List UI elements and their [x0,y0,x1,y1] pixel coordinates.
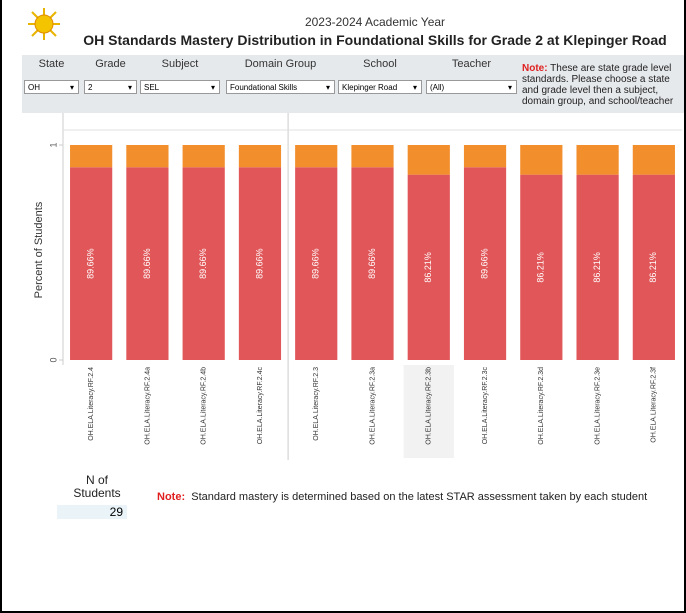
footer-note: Note: Standard mastery is determined bas… [157,491,647,503]
filter-dropdown[interactable]: 2 [84,80,137,95]
filter-dropdown[interactable]: (All) [426,80,517,95]
bar-segment [70,167,113,360]
bar-segment [238,167,282,360]
filter-dropdown[interactable]: OH [24,80,79,95]
bar-segment [238,145,282,168]
x-tick-label: OH.ELA.Literacy.RF.2.3f [651,367,658,443]
bar-segment [351,145,394,168]
n-students-label: N of Students [73,473,121,500]
filter-label: Teacher [451,58,492,70]
filter-dropdown[interactable]: SEL [140,80,220,95]
bar-segment [295,145,338,168]
x-tick-label: OH.ELA.Literacy.RF.2.4c [257,367,264,445]
data-label: 89.66% [367,248,377,279]
filter-label: Grade [95,58,126,70]
highlight [403,365,454,458]
note-text: Standard mastery is determined based on … [191,491,648,503]
filter-dropdown[interactable]: Klepinger Road [338,80,422,95]
filter-label: School [363,58,397,70]
bar-segment [182,145,225,168]
note-text: These are state grade level standards. P… [522,63,674,107]
bar-segment [126,145,169,168]
title: OH Standards Mastery Distribution in Fou… [83,32,667,48]
x-tick-label: OH.ELA.Literacy.RF.2.4a [144,367,151,445]
x-tick-label: OH.ELA.Literacy.RF.2.3b [426,367,433,445]
note-label: Note: [157,491,186,503]
data-label: 86.21% [423,252,433,283]
subtitle: 2023-2024 Academic Year [304,15,446,29]
data-label: 86.21% [648,252,658,283]
bar-segment [520,174,563,360]
bar-segment [126,167,169,360]
x-tick-label: OH.ELA.Literacy.RF.2.3a [369,367,376,445]
logo [28,8,60,40]
bar-segment [463,167,507,360]
x-tick-label: OH.ELA.Literacy.RF.2.4 [88,367,95,441]
filter-label: Subject [161,58,199,70]
bar-segment [576,145,619,175]
data-label: 89.66% [311,248,321,279]
bar-segment [632,174,675,360]
data-label: 89.66% [479,248,489,279]
bar-segment [576,174,619,360]
x-tick-label: OH.ELA.Literacy.RF.2.4b [201,367,208,445]
y-tick-label: 0 [48,357,58,362]
bar-segment [463,145,507,168]
filter-dropdown[interactable]: Foundational Skills [226,80,335,95]
x-tick-label: OH.ELA.Literacy.RF.2.3c [482,367,489,445]
x-tick-label: OH.ELA.Literacy.RF.2.3 [313,367,320,441]
data-label: 89.66% [254,248,264,279]
y-tick-label: 1 [48,142,58,147]
note-label: Note: [522,63,548,74]
filter-label: Domain Group [244,58,317,70]
n-students-value: 29 [57,505,127,519]
data-label: 89.66% [198,248,208,279]
bar-segment [70,145,113,168]
filter-label: State [38,58,65,70]
chart: Percent of Students 0 1 89.66% OH.ELA.Litera… [33,113,682,460]
data-label: 89.66% [142,248,152,279]
data-label: 89.66% [86,248,96,279]
bar-segment [182,167,225,360]
y-axis-label: Percent of Students [33,201,45,298]
x-tick-label: OH.ELA.Literacy.RF.2.3d [538,367,545,445]
filter-note: Note: These are state grade level standa… [522,63,682,107]
bar-segment [351,167,394,360]
x-tick-label: OH.ELA.Literacy.RF.2.3e [594,367,601,445]
bar-segment [632,145,675,175]
bar-segment [407,145,450,175]
bar-segment [520,145,563,175]
bar-segment [407,174,450,360]
data-label: 86.21% [536,252,546,283]
bar-segment [295,167,338,360]
data-label: 86.21% [592,252,602,283]
